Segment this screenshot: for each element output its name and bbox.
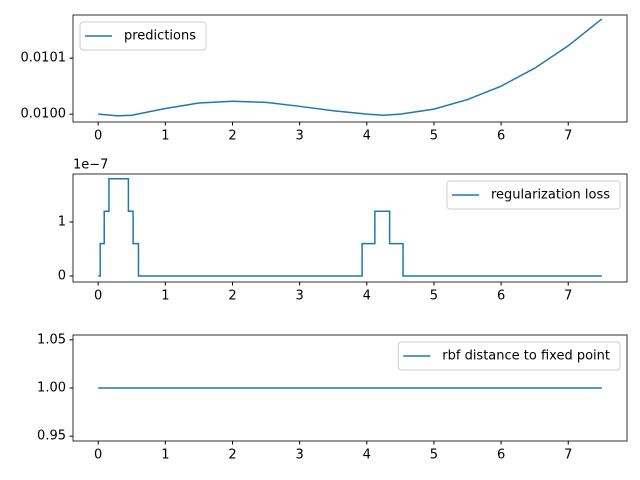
x-tick-label: 3: [295, 448, 303, 463]
y-tick-label: 1: [58, 215, 66, 230]
axes-frame: [72, 334, 628, 442]
x-tick-label: 6: [497, 289, 505, 304]
x-tick-label: 1: [161, 448, 169, 463]
y-tick-label: 0: [58, 269, 66, 284]
data-line: [98, 178, 602, 277]
legend-box: [446, 180, 621, 210]
y-tick-label: 1.00: [37, 381, 66, 396]
legend: predictions: [79, 21, 207, 51]
x-tick-label: 1: [161, 289, 169, 304]
x-tick-label: 1: [161, 129, 169, 144]
x-tick-label: 7: [564, 129, 572, 144]
y-tick-label: 0.0101: [21, 51, 67, 66]
x-tick-label: 2: [228, 448, 236, 463]
x-tick-label: 4: [363, 129, 371, 144]
axes-frame: [72, 173, 628, 283]
x-tick-label: 5: [430, 448, 438, 463]
y-tick-label: 0.0100: [21, 107, 67, 122]
x-tick-label: 6: [497, 448, 505, 463]
legend-label: regularization loss: [491, 188, 610, 203]
x-tick-label: 7: [564, 289, 572, 304]
legend-box: [79, 21, 207, 51]
x-tick-label: 5: [430, 289, 438, 304]
x-tick-label: 6: [497, 129, 505, 144]
x-tick-label: 0: [94, 448, 102, 463]
x-tick-label: 2: [228, 129, 236, 144]
legend: rbf distance to fixed point: [397, 341, 621, 371]
legend: regularization loss: [446, 180, 621, 210]
axes-frame: [72, 14, 628, 123]
legend-label: predictions: [124, 29, 196, 44]
x-tick-label: 0: [94, 129, 102, 144]
data-line: [98, 18, 603, 117]
legend-box: [397, 341, 621, 371]
x-tick-label: 4: [363, 289, 371, 304]
x-tick-label: 2: [228, 289, 236, 304]
y-tick-label: 1.05: [37, 332, 66, 347]
x-tick-label: 7: [564, 448, 572, 463]
x-tick-label: 0: [94, 289, 102, 304]
legend-label: rbf distance to fixed point: [442, 349, 610, 364]
x-tick-label: 3: [295, 129, 303, 144]
x-tick-label: 3: [295, 289, 303, 304]
y-tick-label: 0.95: [37, 429, 66, 444]
x-tick-label: 4: [363, 448, 371, 463]
offset-label: 1e−7: [73, 158, 108, 173]
x-tick-label: 5: [430, 129, 438, 144]
